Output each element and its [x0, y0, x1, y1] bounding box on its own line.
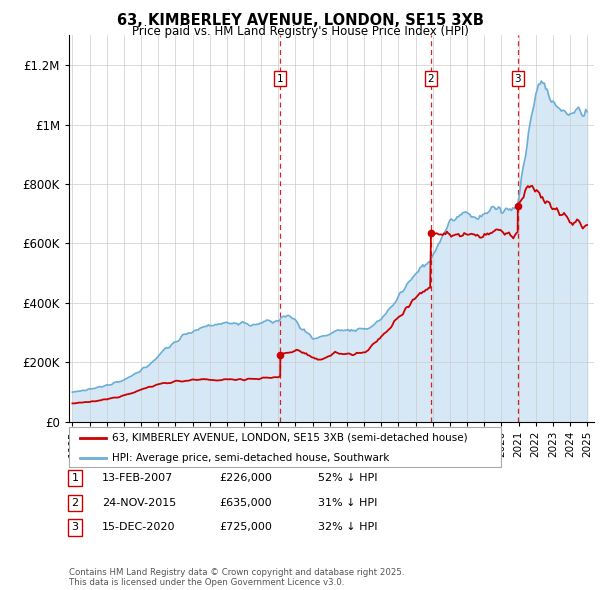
Text: 31% ↓ HPI: 31% ↓ HPI [318, 498, 377, 507]
Text: 2: 2 [428, 74, 434, 84]
Text: 63, KIMBERLEY AVENUE, LONDON, SE15 3XB (semi-detached house): 63, KIMBERLEY AVENUE, LONDON, SE15 3XB (… [112, 433, 468, 443]
Text: 13-FEB-2007: 13-FEB-2007 [102, 473, 173, 483]
Text: HPI: Average price, semi-detached house, Southwark: HPI: Average price, semi-detached house,… [112, 454, 389, 464]
Text: £226,000: £226,000 [219, 473, 272, 483]
Text: £725,000: £725,000 [219, 523, 272, 532]
Text: 63, KIMBERLEY AVENUE, LONDON, SE15 3XB: 63, KIMBERLEY AVENUE, LONDON, SE15 3XB [116, 13, 484, 28]
Text: 32% ↓ HPI: 32% ↓ HPI [318, 523, 377, 532]
Text: 24-NOV-2015: 24-NOV-2015 [102, 498, 176, 507]
FancyBboxPatch shape [69, 427, 501, 467]
Text: £635,000: £635,000 [219, 498, 272, 507]
Text: 3: 3 [515, 74, 521, 84]
Text: Price paid vs. HM Land Registry's House Price Index (HPI): Price paid vs. HM Land Registry's House … [131, 25, 469, 38]
Text: 1: 1 [277, 74, 284, 84]
Text: 52% ↓ HPI: 52% ↓ HPI [318, 473, 377, 483]
Text: Contains HM Land Registry data © Crown copyright and database right 2025.
This d: Contains HM Land Registry data © Crown c… [69, 568, 404, 587]
Text: 15-DEC-2020: 15-DEC-2020 [102, 523, 176, 532]
Text: 1: 1 [71, 473, 79, 483]
Text: 3: 3 [71, 523, 79, 532]
Text: 2: 2 [71, 498, 79, 507]
